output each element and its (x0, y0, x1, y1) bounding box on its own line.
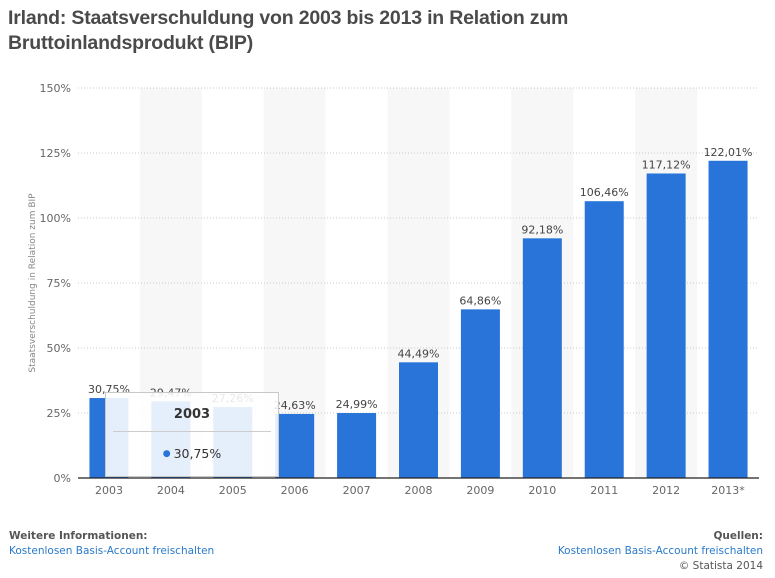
y-tick-label: 125% (40, 147, 71, 160)
more-info-heading: Weitere Informationen: (9, 530, 148, 542)
y-axis-label: Staatsverschuldung in Relation zum BIP (28, 193, 38, 373)
x-tick-label: 2012 (652, 484, 680, 497)
tooltip-value-text: 30,75% (173, 446, 222, 461)
x-tick-label: 2011 (590, 484, 618, 497)
y-axis-ticks: 0% 25% 50% 75% 100% 125% 150% (40, 82, 71, 485)
value-label: 92,18% (521, 223, 563, 236)
chart-title: Irland: Staatsverschuldung von 2003 bis … (8, 7, 569, 54)
bar (460, 309, 500, 478)
x-tick-label: 2005 (219, 484, 247, 497)
value-label: 117,12% (642, 158, 691, 171)
sources-link[interactable]: Kostenlosen Basis-Account freischalten (557, 545, 763, 557)
value-label: 44,49% (398, 347, 440, 360)
x-tick-label: 2008 (405, 484, 433, 497)
x-tick-label: 2004 (157, 484, 185, 497)
more-info-link[interactable]: Kostenlosen Basis-Account freischalten (9, 545, 215, 557)
gridlines (78, 87, 759, 414)
tooltip: 2003 ● 30,75% (105, 392, 279, 477)
tooltip-value: ● 30,75% (106, 446, 278, 461)
sources-heading: Quellen: (713, 530, 763, 542)
value-label: 24,63% (274, 399, 316, 412)
y-tick-label: 50% (47, 342, 71, 355)
bar (646, 173, 686, 478)
value-label: 122,01% (704, 146, 753, 159)
value-label: 24,99% (336, 398, 378, 411)
bar (522, 238, 562, 478)
x-tick-label: 2009 (466, 484, 494, 497)
footer-more-info: Weitere Informationen: Kostenlosen Basis… (9, 529, 214, 559)
y-tick-label: 100% (40, 212, 71, 225)
copyright: © Statista 2014 (678, 560, 763, 572)
x-axis-ticks: 2003 2004 2005 2006 2007 2008 2009 2010 2011 2012… (95, 484, 745, 497)
y-tick-label: 150% (40, 82, 71, 95)
bar (337, 413, 377, 478)
value-label: 64,86% (459, 294, 501, 307)
x-tick-label: 2013* (711, 484, 745, 497)
tooltip-title: 2003 (173, 407, 211, 422)
y-tick-label: 75% (47, 277, 71, 290)
bar (275, 413, 315, 478)
y-tick-label: 25% (47, 407, 71, 420)
y-tick-label: 0% (54, 472, 71, 485)
value-label: 106,46% (580, 186, 629, 199)
x-tick-label: 2003 (95, 484, 123, 497)
bar (708, 160, 748, 479)
bar (399, 362, 438, 478)
tooltip-divider (113, 431, 271, 432)
bar (584, 201, 624, 479)
x-tick-label: 2006 (281, 484, 309, 497)
footer-sources: Quellen: Kostenlosen Basis-Account freis… (558, 529, 763, 574)
series-dot-icon: ● (162, 449, 171, 459)
x-tick-label: 2010 (528, 484, 556, 497)
x-tick-label: 2007 (343, 484, 371, 497)
